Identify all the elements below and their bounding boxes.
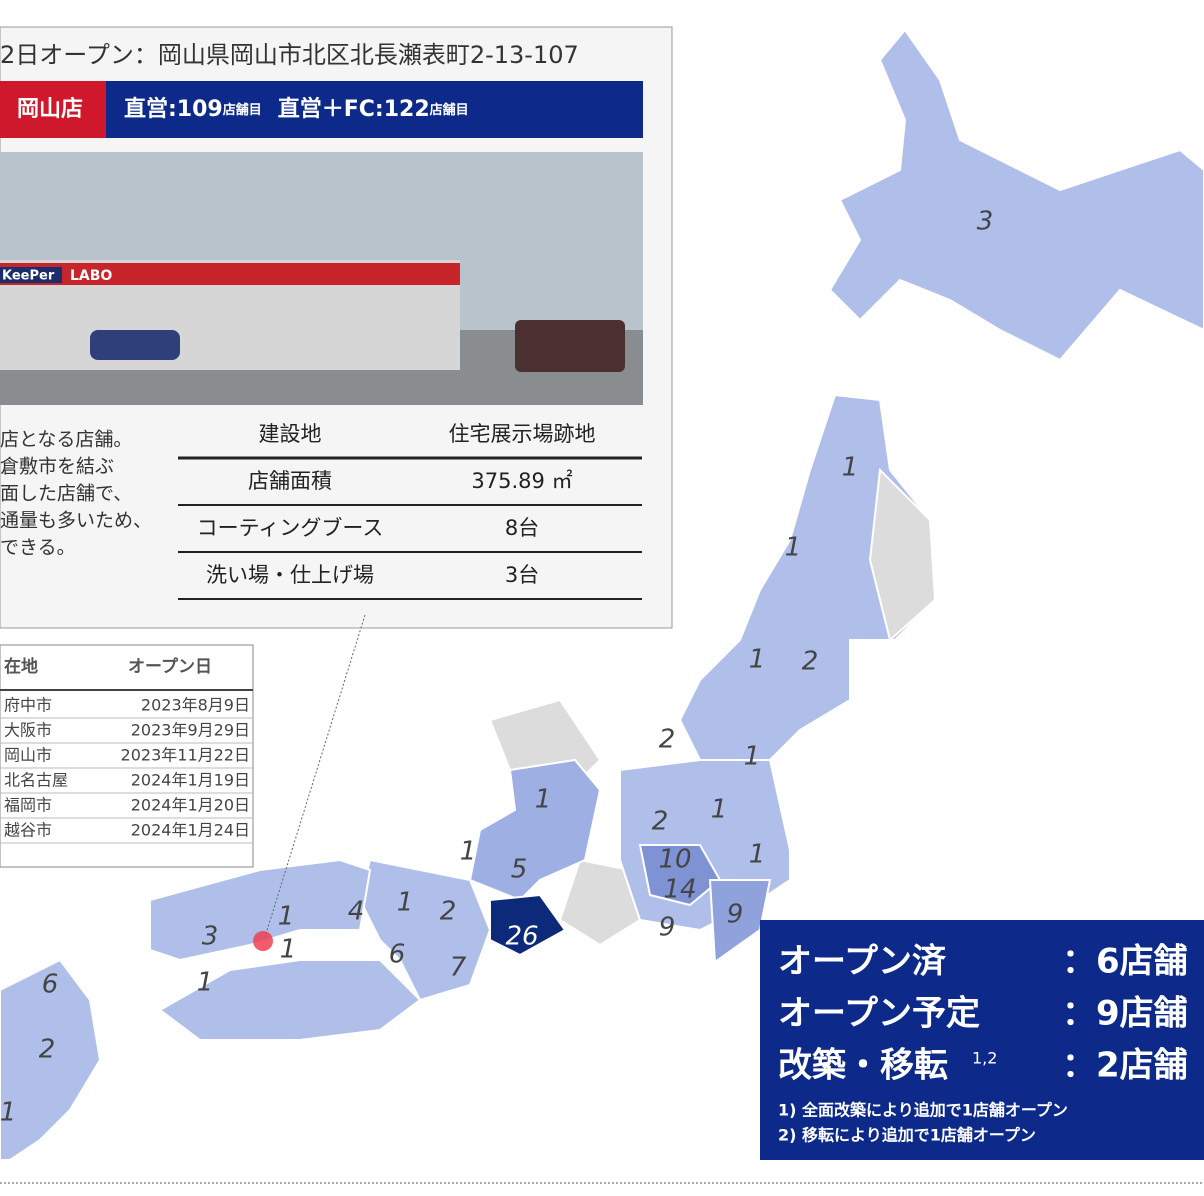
region-count: 1 — [197, 968, 214, 998]
address: 2日オープン：岡山県岡山市北区北長瀬表町2-13-107 — [0, 41, 579, 69]
spec-label: 洗い場・仕上げ場 — [206, 563, 374, 587]
region-count: 7 — [450, 953, 467, 983]
cell: 大阪市 — [4, 721, 52, 740]
cell: 越谷市 — [4, 821, 52, 840]
count-label: 直営:109店舗目直営＋FC:122店舗目 — [124, 96, 469, 122]
region-count: 10 — [658, 845, 691, 875]
description-line: 倉敷市を結ぶ — [0, 456, 114, 478]
region-count: 4 — [348, 897, 365, 927]
store-name: 岡山店 — [17, 97, 83, 122]
map-page: 311122121110149911526214671311621 2日オープン… — [0, 0, 1204, 1196]
description-line: 通量も多いため、 — [0, 510, 152, 532]
summary-value: ：6店舗 — [1062, 942, 1188, 982]
region-count: 1 — [278, 902, 295, 932]
total: 直営＋FC:122 — [278, 96, 430, 122]
superscript: 1,2 — [972, 1049, 997, 1068]
summary-label: 改築・移転 — [778, 1046, 948, 1086]
region-count: 6 — [389, 940, 406, 970]
region-count: 2 — [802, 647, 819, 677]
region-count: 1 — [280, 935, 297, 965]
region-count: 3 — [202, 922, 219, 952]
cell: 岡山市 — [4, 746, 52, 765]
region-count: 14 — [663, 875, 696, 905]
region-count: 5 — [511, 855, 528, 885]
sign: KeePer — [2, 269, 55, 284]
region-count: 1 — [749, 645, 766, 675]
region — [830, 30, 1204, 360]
cell: 北名古屋 — [4, 771, 68, 790]
region-count: 26 — [505, 922, 538, 952]
region-count: 9 — [659, 913, 676, 943]
summary-label: オープン予定 — [778, 994, 980, 1034]
region-count: 3 — [977, 207, 994, 237]
unit: 店舗目 — [223, 102, 262, 118]
cell: 2024年1月19日 — [131, 771, 250, 790]
cell: 府中市 — [4, 696, 52, 715]
region-count: 1 — [749, 840, 766, 870]
photo: KeePer LABO — [0, 152, 643, 405]
spec-value: 3台 — [505, 563, 539, 587]
description-line: できる。 — [0, 537, 76, 559]
header-cell: 在地 — [4, 656, 38, 677]
region-count: 1 — [460, 837, 477, 867]
header-cell: オープン日 — [128, 656, 212, 677]
spec-label: 建設地 — [259, 422, 322, 446]
summary-value: ：2店舗 — [1062, 1046, 1188, 1086]
region-count: 1 — [397, 888, 414, 918]
page: 311122121110149911526214671311621 2日オープン… — [0, 0, 1204, 1196]
spec-label: 店舗面積 — [248, 469, 332, 493]
region-count: 1 — [0, 1098, 16, 1128]
location-dot — [253, 931, 273, 951]
cell: 2023年9月29日 — [131, 721, 250, 740]
spec-value: 8台 — [505, 516, 539, 540]
summary-label: オープン済 — [778, 942, 947, 982]
cell: 2024年1月20日 — [131, 796, 250, 815]
cell: 2023年8月9日 — [141, 696, 250, 715]
region-count: 2 — [39, 1035, 56, 1065]
region-count: 1 — [535, 785, 552, 815]
cell: 福岡市 — [4, 796, 52, 815]
unit: 店舗目 — [430, 102, 469, 118]
summary-value: ：9店舗 — [1062, 994, 1188, 1034]
spec-value: 375.89 ㎡ — [471, 469, 572, 493]
description-line: 面した店舗で、 — [0, 483, 132, 505]
summary-note: 2) 移転により追加で1店舗オープン — [778, 1126, 1036, 1145]
region-count: 6 — [42, 970, 59, 1000]
cell: 2024年1月24日 — [131, 821, 250, 840]
region-count: 1 — [785, 533, 802, 563]
region-count: 9 — [727, 900, 744, 930]
region-count: 1 — [744, 742, 761, 772]
region-count: 1 — [842, 453, 859, 483]
spec-value: 住宅展示場跡地 — [449, 422, 596, 446]
sign: LABO — [70, 268, 112, 284]
region-count: 2 — [652, 807, 669, 837]
direct: 直営:109 — [124, 96, 223, 122]
cell: 2023年11月22日 — [121, 746, 250, 765]
region-count: 2 — [659, 725, 676, 755]
region-count: 2 — [440, 897, 457, 927]
summary-note: 1) 全面改築により追加で1店舗オープン — [778, 1101, 1068, 1120]
region-count: 1 — [711, 795, 728, 825]
description-line: 店となる店舗。 — [0, 429, 132, 451]
spec-label: コーティングブース — [197, 516, 384, 540]
